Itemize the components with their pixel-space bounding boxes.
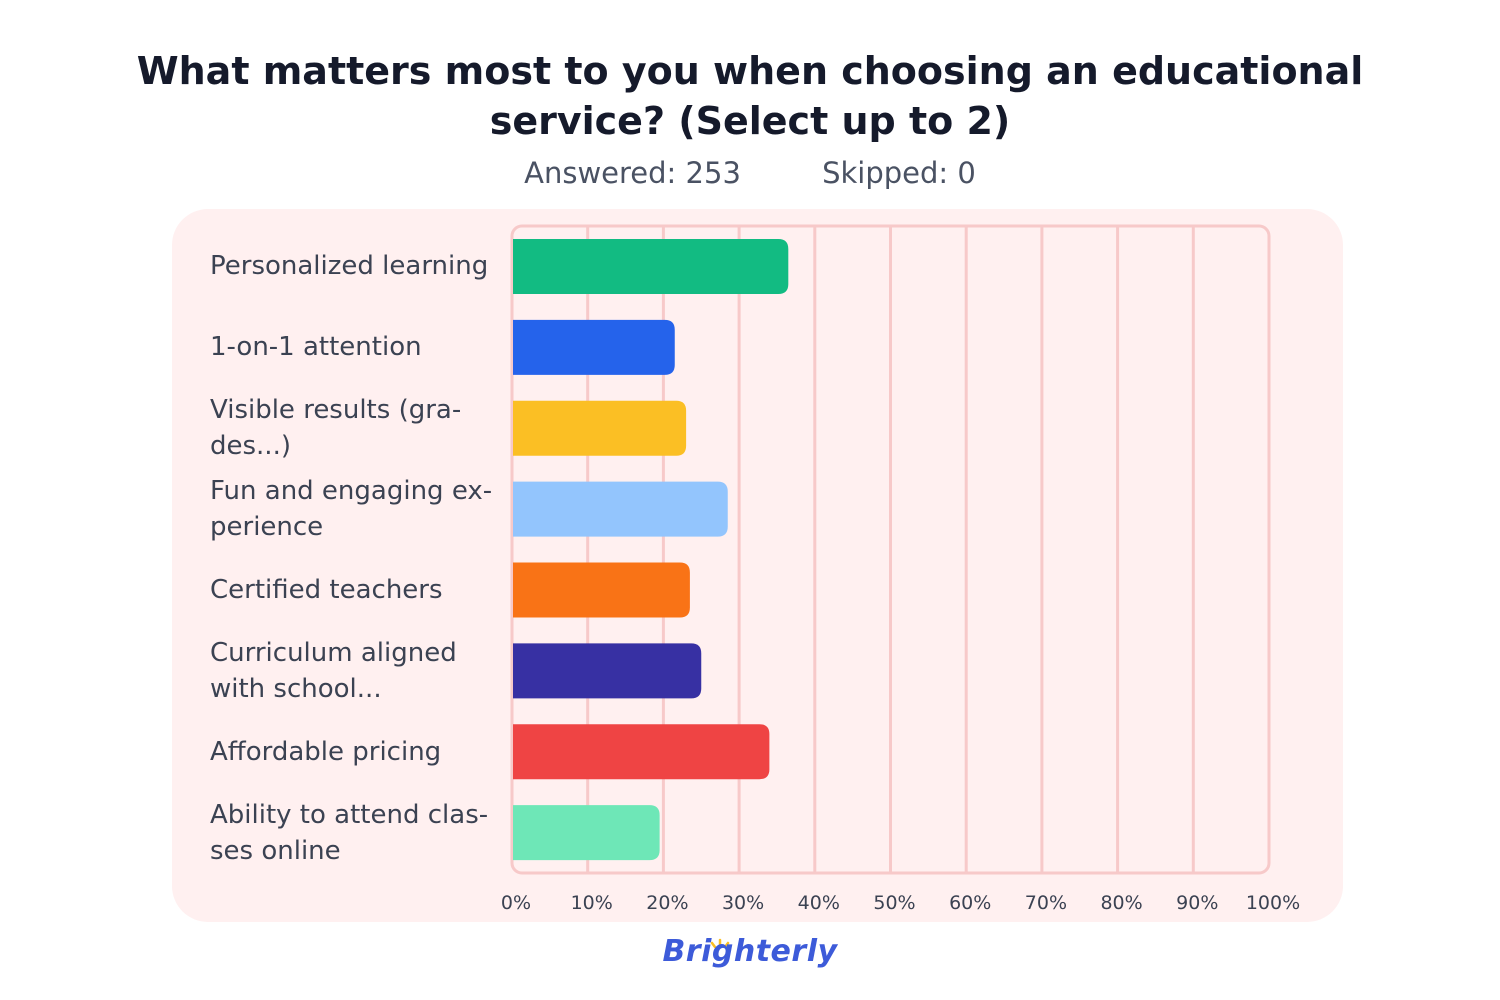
x-tick-label: 50% bbox=[873, 892, 915, 914]
category-label-line: des...) bbox=[210, 431, 291, 462]
category-label: Fun and engaging ex-perience bbox=[210, 473, 505, 545]
category-label-line: Affordable pricing bbox=[210, 736, 442, 767]
skipped-count: Skipped: 0 bbox=[822, 156, 976, 190]
category-label: Personalized learning bbox=[210, 248, 505, 284]
chart-panel bbox=[172, 209, 1343, 922]
category-label-line: Visible results (gra- bbox=[210, 395, 462, 426]
category-label-line: with school... bbox=[210, 673, 382, 704]
bar bbox=[513, 481, 728, 537]
x-tick-label: 40% bbox=[798, 892, 840, 914]
bar bbox=[513, 238, 789, 294]
category-label: Ability to attend clas-ses online bbox=[210, 797, 505, 869]
x-tick-label: 10% bbox=[571, 892, 613, 914]
bar bbox=[513, 724, 770, 780]
x-tick-label: 90% bbox=[1176, 892, 1218, 914]
x-tick-label: 80% bbox=[1100, 892, 1142, 914]
chart-title-line-1: What matters most to you when choosing a… bbox=[136, 49, 1364, 93]
bar bbox=[513, 805, 660, 861]
chart-title: What matters most to you when choosing a… bbox=[0, 46, 1500, 146]
category-label: Curriculum aligned with school... bbox=[210, 635, 505, 707]
x-tick-label: 100% bbox=[1246, 892, 1300, 914]
response-stats: Answered: 253 Skipped: 0 bbox=[0, 156, 1500, 190]
category-label-line: perience bbox=[210, 512, 324, 543]
x-tick-label: 0% bbox=[501, 892, 531, 914]
brand-logo: Brighterly bbox=[662, 934, 838, 969]
x-tick-label: 30% bbox=[722, 892, 764, 914]
category-label-line: Ability to attend clas- bbox=[210, 799, 489, 830]
category-label: Affordable pricing bbox=[210, 734, 505, 770]
category-label-line: Curriculum aligned bbox=[210, 637, 457, 668]
x-tick-label: 70% bbox=[1025, 892, 1067, 914]
x-tick-label: 60% bbox=[949, 892, 991, 914]
bar bbox=[513, 400, 687, 456]
bar bbox=[513, 643, 702, 699]
category-label-line: Personalized learning bbox=[210, 251, 489, 282]
chart-title-line-2: service? (Select up to 2) bbox=[489, 99, 1011, 143]
bar bbox=[513, 562, 690, 618]
category-label: Certified teachers bbox=[210, 572, 505, 608]
category-label-line: ses online bbox=[210, 835, 341, 866]
category-label-line: Certified teachers bbox=[210, 574, 443, 605]
sun-icon bbox=[710, 938, 730, 949]
x-tick-label: 20% bbox=[646, 892, 688, 914]
category-label-line: 1-on-1 attention bbox=[210, 332, 422, 363]
category-label: 1-on-1 attention bbox=[210, 329, 505, 365]
category-label: Visible results (gra-des...) bbox=[210, 392, 505, 464]
category-label-line: Fun and engaging ex- bbox=[210, 476, 493, 507]
bar bbox=[513, 319, 675, 375]
answered-count: Answered: 253 bbox=[524, 156, 741, 190]
